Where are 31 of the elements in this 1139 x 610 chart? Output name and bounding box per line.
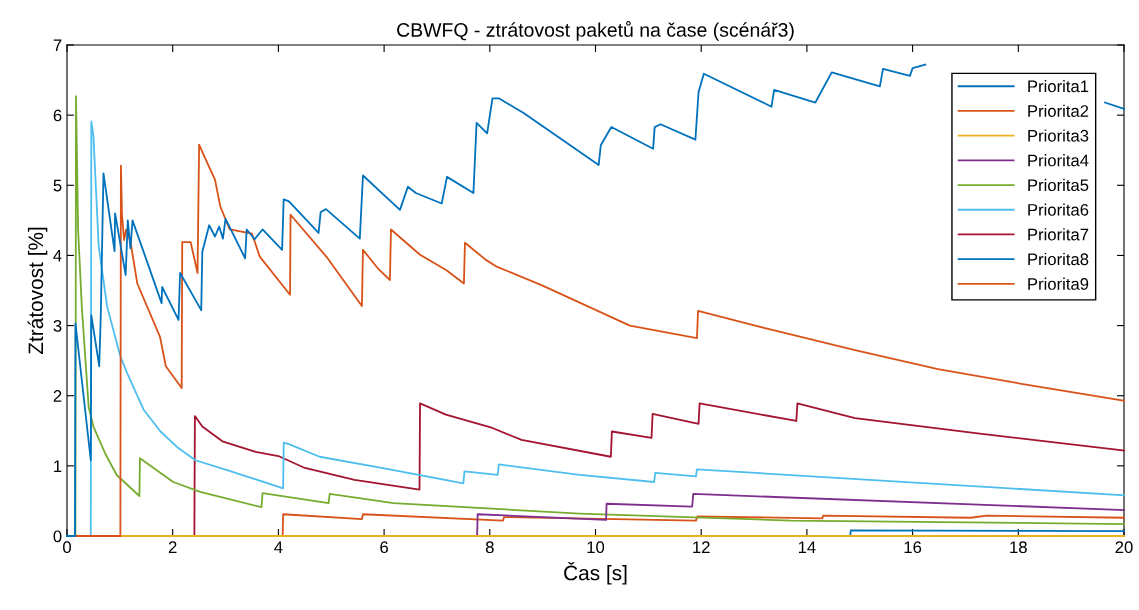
x-tick-label: 18	[1010, 541, 1027, 554]
x-tick-label: 14	[798, 541, 816, 553]
x-tick-label: 2	[168, 541, 177, 553]
x-tick-label: 10	[587, 541, 605, 554]
x-tick-label: 4	[274, 541, 283, 553]
legend-label: Priorita5	[1028, 178, 1089, 192]
y-axis-title: Ztrátovost [%]	[27, 227, 48, 355]
x-tick-label: 6	[380, 541, 388, 554]
x-tick-label: 0	[63, 541, 71, 554]
y-tick-label: 2	[53, 390, 62, 402]
y-tick-label: 0	[53, 530, 62, 543]
chart-title: CBWFQ - ztrátovost paketů na čase (scénář3)	[397, 20, 794, 41]
legend-label: Priorita7	[1028, 228, 1089, 241]
y-tick-label: 6	[53, 109, 62, 122]
legend-label: Priorita9	[1028, 277, 1089, 290]
legend-label: Priorita4	[1028, 154, 1089, 167]
legend-label: Priorita1	[1028, 80, 1089, 93]
x-tick-label: 20	[1115, 541, 1133, 554]
x-axis-title: Čas [s]	[564, 561, 627, 585]
y-tick-label: 1	[54, 460, 62, 472]
x-tick-label: 12	[693, 541, 710, 553]
legend-label: Priorita2	[1028, 104, 1089, 117]
y-tick-label: 4	[53, 250, 62, 262]
legend-label: Priorita6	[1028, 203, 1089, 216]
x-tick-label: 16	[904, 541, 922, 554]
y-tick-label: 7	[53, 39, 62, 52]
legend-label: Priorita3	[1028, 129, 1089, 142]
y-tick-label: 3	[53, 319, 62, 332]
y-tick-label: 5	[53, 179, 62, 192]
legend-label: Priorita8	[1028, 252, 1089, 266]
x-tick-label: 8	[485, 541, 494, 554]
